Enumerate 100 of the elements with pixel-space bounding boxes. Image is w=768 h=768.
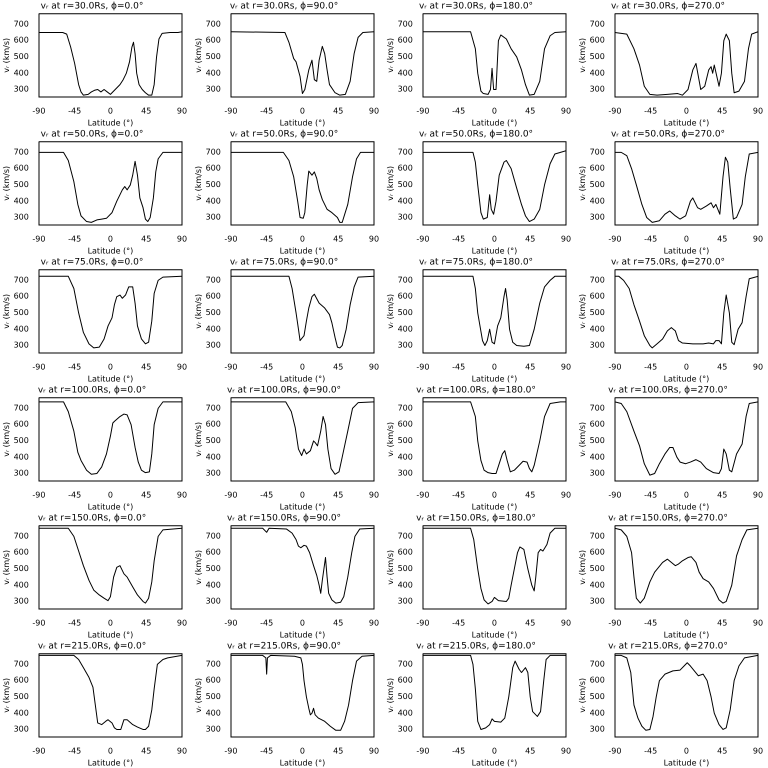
y-tick-label: 600 [398, 420, 413, 429]
x-tick-label: 90 [176, 490, 188, 500]
chart-title: vᵣ at r=100.0Rs, ϕ=0.0° [38, 386, 146, 396]
y-tick-label: 300 [206, 596, 221, 606]
y-tick-label: 500 [206, 436, 221, 446]
y-tick-label: 700 [398, 403, 413, 412]
y-tick-label: 400 [14, 580, 29, 590]
y-axis-title: vᵣ (km/s) [386, 422, 395, 457]
x-tick-label: 45 [141, 618, 152, 628]
y-tick-label: 600 [14, 548, 29, 557]
x-tick-label: -90 [416, 490, 430, 500]
x-tick-label: 90 [560, 618, 572, 628]
y-tick-label: 600 [14, 164, 29, 173]
x-tick-label: 45 [333, 490, 344, 500]
x-tick-label: 90 [176, 618, 188, 628]
x-tick-label: 45 [333, 234, 344, 244]
y-tick-label: 400 [590, 196, 605, 206]
y-tick-label: 700 [398, 531, 413, 540]
x-axis-title: Latitude (°) [88, 246, 134, 256]
y-tick-label: 500 [590, 564, 605, 574]
y-tick-label: 400 [206, 68, 221, 78]
y-tick-label: 600 [398, 292, 413, 301]
y-tick-label: 600 [398, 164, 413, 173]
x-tick-label: 90 [176, 362, 188, 372]
y-axis-title: vᵣ (km/s) [386, 550, 395, 585]
x-axis-title: Latitude (°) [472, 630, 518, 640]
x-tick-label: -45 [260, 362, 274, 372]
y-tick-label: 600 [590, 548, 605, 557]
x-tick-label: -90 [32, 618, 46, 628]
x-tick-label: 0 [108, 106, 113, 116]
y-tick-label: 600 [206, 676, 221, 685]
y-tick-label: 600 [14, 36, 29, 45]
y-tick-label: 400 [14, 708, 29, 718]
x-tick-label: -45 [260, 490, 274, 500]
x-tick-label: -90 [608, 234, 622, 244]
x-tick-label: 90 [176, 234, 188, 244]
y-tick-label: 300 [206, 468, 221, 478]
y-tick-label: 300 [206, 84, 221, 94]
y-tick-label: 600 [14, 420, 29, 429]
y-axis-title: vᵣ (km/s) [194, 166, 203, 201]
y-tick-label: 400 [206, 324, 221, 334]
x-tick-label: -90 [224, 106, 238, 116]
x-tick-label: 45 [141, 490, 152, 500]
y-tick-label: 600 [206, 36, 221, 45]
x-axis-title: Latitude (°) [88, 502, 134, 512]
y-tick-label: 700 [590, 275, 605, 284]
x-tick-label: 45 [717, 106, 728, 116]
chart-title: vᵣ at r=30.0Rs, ϕ=270.0° [610, 2, 726, 12]
x-tick-label: -45 [644, 746, 658, 756]
x-tick-label: -45 [68, 618, 82, 628]
x-tick-label: 45 [717, 234, 728, 244]
y-tick-label: 700 [206, 147, 221, 156]
x-tick-label: -45 [260, 618, 274, 628]
x-tick-label: 45 [525, 746, 536, 756]
y-tick-label: 500 [398, 180, 413, 190]
x-tick-label: 45 [717, 362, 728, 372]
y-tick-label: 300 [14, 724, 29, 734]
x-tick-label: 0 [300, 490, 305, 500]
y-tick-label: 400 [14, 68, 29, 78]
x-tick-label: -45 [644, 106, 658, 116]
y-tick-label: 400 [14, 196, 29, 206]
x-tick-label: 45 [525, 106, 536, 116]
y-axis-title: vᵣ (km/s) [386, 294, 395, 329]
x-tick-label: -45 [644, 234, 658, 244]
y-axis-title: vᵣ (km/s) [578, 550, 587, 585]
chart-title: vᵣ at r=30.0Rs, ϕ=90.0° [230, 2, 338, 12]
x-tick-label: -45 [452, 618, 466, 628]
x-axis-title: Latitude (°) [88, 374, 134, 384]
y-tick-label: 300 [398, 724, 413, 734]
x-tick-label: 90 [368, 618, 380, 628]
y-tick-label: 700 [590, 531, 605, 540]
chart-title: vᵣ at r=75.0Rs, ϕ=270.0° [610, 258, 726, 268]
x-tick-label: 0 [684, 106, 689, 116]
chart-title: vᵣ at r=215.0Rs, ϕ=90.0° [226, 642, 342, 652]
x-tick-label: 0 [300, 106, 305, 116]
y-axis-title: vᵣ (km/s) [386, 166, 395, 201]
x-tick-label: 0 [300, 362, 305, 372]
y-tick-label: 400 [206, 196, 221, 206]
y-axis-title: vᵣ (km/s) [194, 294, 203, 329]
y-tick-label: 500 [206, 180, 221, 190]
y-tick-label: 300 [206, 340, 221, 350]
y-tick-label: 400 [590, 452, 605, 462]
y-axis-title: vᵣ (km/s) [386, 38, 395, 73]
y-tick-label: 500 [206, 692, 221, 702]
x-tick-label: 90 [560, 234, 572, 244]
x-tick-label: -45 [68, 106, 82, 116]
x-tick-label: -90 [224, 362, 238, 372]
chart-title: vᵣ at r=75.0Rs, ϕ=90.0° [230, 258, 338, 268]
x-tick-label: 45 [333, 618, 344, 628]
x-tick-label: -45 [68, 746, 82, 756]
y-tick-label: 500 [398, 52, 413, 62]
x-tick-label: -45 [644, 490, 658, 500]
y-tick-label: 600 [206, 164, 221, 173]
y-axis-title: vᵣ (km/s) [194, 38, 203, 73]
y-tick-label: 700 [590, 19, 605, 28]
y-tick-label: 400 [398, 580, 413, 590]
y-tick-label: 500 [14, 692, 29, 702]
x-tick-label: 45 [717, 618, 728, 628]
y-tick-label: 700 [590, 147, 605, 156]
x-tick-label: -90 [416, 746, 430, 756]
